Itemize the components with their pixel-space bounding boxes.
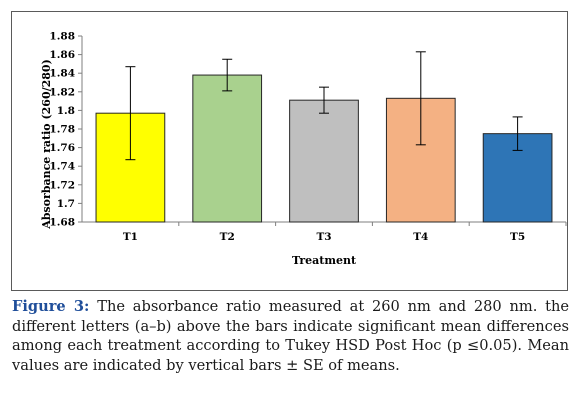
y-tick-label: 1.74 (49, 161, 75, 173)
y-tick-label: 1.78 (49, 124, 75, 136)
y-tick-label: 1.76 (49, 142, 75, 154)
x-tick-label: T1 (123, 231, 138, 243)
x-tick-label: T5 (510, 231, 525, 243)
y-tick-label: 1.88 (49, 31, 75, 43)
y-tick-label: 1.82 (49, 86, 75, 98)
y-tick-label: 1.86 (49, 49, 75, 61)
caption-text: The absorbance ratio measured at 260 nm … (12, 298, 569, 374)
figure-caption: Figure 3: The absorbance ratio measured … (12, 297, 569, 375)
x-tick-label: T4 (413, 231, 428, 243)
figure-label: Figure 3: (12, 298, 90, 315)
y-tick-label: 1.7 (57, 198, 75, 210)
bar-chart: 1.68 1.7 1.72 1.74 1.76 1.78 1.8 1.82 1.84 1.86 1.… (40, 31, 567, 267)
y-tick-label: 1.84 (49, 68, 75, 80)
plot-area: 1.68 1.7 1.72 1.74 1.76 1.78 1.8 1.82 1.84 1.86 1.… (49, 31, 567, 243)
x-tick-label: T3 (316, 231, 331, 243)
y-tick-label: 1.72 (49, 179, 75, 191)
y-tick-label: 1.8 (57, 105, 75, 117)
bar (289, 99, 359, 223)
bar (192, 74, 263, 223)
chart-frame: 1.68 1.7 1.72 1.74 1.76 1.78 1.8 1.82 1.84 1.86 1.… (11, 11, 568, 291)
y-axis-title: Absorbance ratio (260/280) (40, 59, 53, 230)
x-tick-label: T2 (220, 231, 235, 243)
y-tick-label: 1.68 (49, 217, 75, 229)
x-axis-title: Treatment (292, 254, 357, 267)
